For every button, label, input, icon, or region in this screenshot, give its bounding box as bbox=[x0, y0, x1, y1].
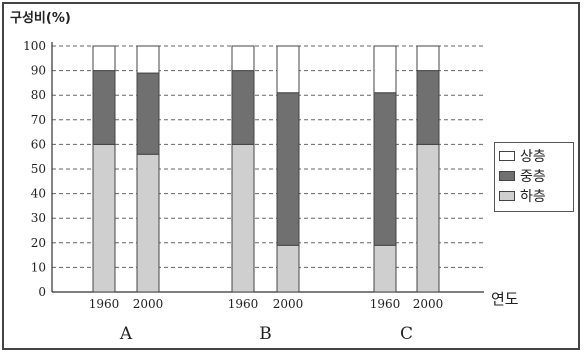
bar-segment bbox=[373, 92, 397, 246]
x-tick-label: 1960 bbox=[370, 297, 401, 311]
y-tick-label: 60 bbox=[31, 137, 46, 151]
bar-segment bbox=[276, 244, 300, 293]
bar-segment bbox=[231, 143, 255, 293]
y-tick-label: 50 bbox=[31, 162, 46, 176]
legend-item: 하층 bbox=[499, 186, 569, 206]
bar-segment bbox=[416, 45, 440, 72]
y-tick-label: 20 bbox=[31, 236, 46, 250]
bar-segment bbox=[276, 92, 300, 246]
bar-segment bbox=[92, 143, 116, 293]
legend-item: 상층 bbox=[499, 146, 569, 166]
x-tick-label: 1960 bbox=[228, 297, 259, 311]
bar-segment bbox=[136, 72, 160, 155]
y-axis-label: 구성비(%) bbox=[10, 11, 71, 26]
bar-segment bbox=[231, 70, 255, 145]
bar-segment bbox=[373, 45, 397, 94]
y-tick-label: 100 bbox=[23, 39, 46, 53]
legend-swatch bbox=[499, 151, 515, 161]
y-tick-label: 30 bbox=[31, 211, 46, 225]
group-label: C bbox=[400, 324, 413, 344]
x-tick-label: 2000 bbox=[413, 297, 444, 311]
group-label: A bbox=[119, 324, 133, 344]
x-axis-label: 연도 bbox=[491, 290, 519, 308]
y-tick-label: 90 bbox=[31, 64, 46, 78]
x-tick-label: 2000 bbox=[133, 297, 164, 311]
bar-segment bbox=[276, 45, 300, 94]
y-tick-label: 70 bbox=[31, 113, 46, 127]
y-tick-label: 80 bbox=[31, 88, 46, 102]
y-tick-label: 40 bbox=[31, 187, 46, 201]
bar-segment bbox=[136, 153, 160, 293]
legend-swatch bbox=[499, 191, 515, 201]
legend-swatch bbox=[499, 171, 515, 181]
legend-label: 하층 bbox=[520, 189, 546, 205]
bar-segment bbox=[92, 70, 116, 145]
y-tick-label: 10 bbox=[31, 260, 46, 274]
group-label: B bbox=[259, 324, 272, 344]
x-tick-label: 1960 bbox=[89, 297, 120, 311]
x-tick-label: 2000 bbox=[273, 297, 304, 311]
bar-segment bbox=[416, 143, 440, 293]
bar-segment bbox=[136, 45, 160, 74]
chart-frame: 0 10 20 30 40 50 60 70 80 90 100 구성비(%) 연도 1960 2000 A 1… bbox=[2, 2, 580, 350]
legend-label: 중층 bbox=[520, 169, 546, 185]
bar-segment bbox=[373, 244, 397, 293]
y-tick-label: 0 bbox=[38, 285, 46, 299]
bar-segment bbox=[231, 45, 255, 72]
bar-segment bbox=[416, 70, 440, 145]
bar-segment bbox=[92, 45, 116, 72]
legend-item: 중층 bbox=[499, 166, 569, 186]
legend-label: 상층 bbox=[520, 149, 546, 165]
